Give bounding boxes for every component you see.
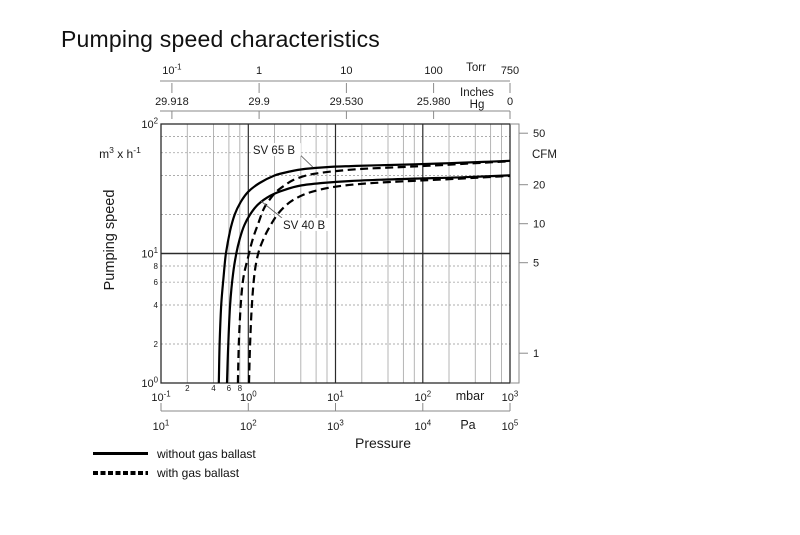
legend-label: without gas ballast (157, 446, 256, 461)
plot-border (160, 123, 511, 384)
page-title: Pumping speed characteristics (61, 26, 381, 52)
mbar-minor-tick-label: 4 (211, 384, 216, 393)
speed-tick-label: 100 (141, 375, 158, 390)
cfm-tick-label: 10 (533, 219, 545, 231)
torr-tick-label: 100 (424, 65, 442, 77)
inches-hg-unit-label: Inches (460, 87, 494, 99)
cfm-axis (510, 123, 528, 384)
speed-minor-tick-label: 4 (154, 301, 159, 310)
speed-tick-label: 101 (141, 246, 158, 261)
mbar-minor-tick-label: 8 (238, 384, 243, 393)
pa-tick-label: 102 (240, 418, 257, 433)
cfm-tick-label: 5 (533, 258, 539, 270)
pa-axis (160, 403, 511, 412)
inches-hg-tick-label: 29.918 (155, 96, 189, 108)
torr-tick-label: 750 (501, 65, 519, 77)
torr-tick-label: 10-1 (162, 62, 181, 77)
annotation-backdrop (281, 217, 331, 231)
cfm-unit-label: CFM (532, 149, 557, 161)
curve-sv65b-solid (217, 159, 510, 383)
pa-tick-label: 103 (327, 418, 344, 433)
legend: without gas ballast with gas ballast (93, 444, 256, 482)
pa-unit-label: Pa (460, 418, 475, 432)
inches-hg-unit-label: Hg (470, 99, 485, 111)
curve-sv40b-dashed (247, 174, 510, 383)
mbar-tick-label: 10-1 (151, 389, 170, 404)
mbar-minor-tick-label: 6 (227, 384, 232, 393)
inches-hg-tick-label: 25.980 (417, 96, 451, 108)
cfm-tick-label: 1 (533, 348, 539, 360)
cfm-tick-label: 50 (533, 128, 545, 140)
legend-item-without-gas-ballast: without gas ballast (93, 444, 256, 463)
inches-hg-tick-label: 0 (507, 96, 513, 108)
torr-unit-label: Torr (466, 62, 486, 74)
pa-tick-label: 104 (414, 418, 431, 433)
curve-sv40b-solid (225, 174, 510, 383)
dashed-line-sample (93, 470, 148, 475)
annotation-leader-line (260, 200, 283, 219)
cfm-tick-label: 20 (533, 180, 545, 192)
annotation-backdrop (250, 143, 301, 157)
mbar-tick-label: 102 (414, 389, 431, 404)
inches-hg-tick-label: 29.530 (330, 96, 364, 108)
curve-annotations: SV 65 B SV 40 B (250, 143, 331, 232)
pa-tick-label: 101 (153, 418, 170, 433)
pumping-speed-axis-label: Pumping speed (102, 190, 118, 291)
speed-tick-label: 102 (141, 116, 158, 131)
inches-hg-tick-label: 29.9 (248, 96, 269, 108)
solid-line-sample (93, 452, 148, 455)
curves (217, 159, 510, 383)
mbar-tick-label: 101 (327, 389, 344, 404)
curve-label-sv65b: SV 65 B (253, 145, 296, 157)
legend-label: with gas ballast (157, 465, 240, 480)
curve-label-sv40b: SV 40 B (283, 220, 326, 232)
speed-unit-label: m3 x h-1 (99, 145, 141, 161)
legend-item-with-gas-ballast: with gas ballast (93, 463, 256, 482)
mbar-minor-tick-label: 2 (185, 384, 190, 393)
speed-minor-tick-label: 8 (154, 262, 159, 271)
mbar-tick-label: 103 (502, 389, 519, 404)
speed-minor-tick-label: 6 (154, 278, 159, 287)
curve-sv65b-dashed (236, 160, 510, 383)
inches-hg-axis (160, 110, 511, 119)
pa-tick-label: 105 (502, 418, 519, 433)
pressure-axis-label: Pressure (355, 435, 411, 451)
mbar-unit-label: mbar (456, 389, 484, 403)
torr-axis (160, 80, 511, 93)
speed-minor-tick-label: 2 (154, 340, 159, 349)
mbar-tick-label: 100 (240, 389, 257, 404)
torr-tick-label: 1 (256, 65, 262, 77)
torr-tick-label: 10 (340, 65, 352, 77)
